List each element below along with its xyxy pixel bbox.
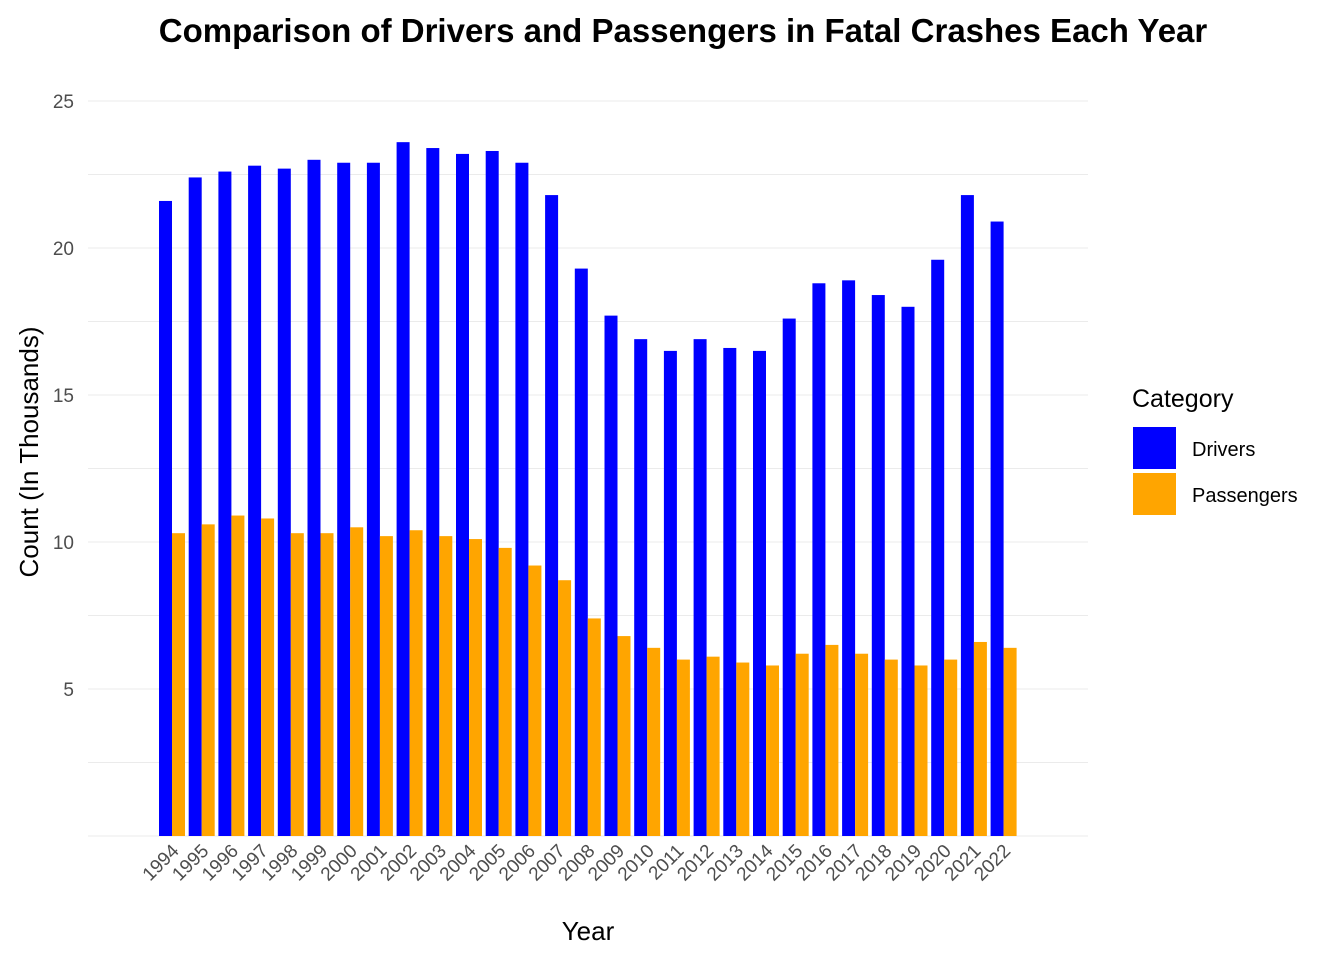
y-tick-label: 15 [53,386,74,407]
legend-key-drivers [1133,427,1176,469]
bar-drivers-2004 [456,153,469,837]
bar-drivers-1995 [188,177,202,836]
bar-drivers-2005 [485,150,499,837]
bar-passengers-2014 [766,665,779,836]
legend: Category Drivers Passengers [1132,385,1298,515]
bar-passengers-2019 [914,665,928,836]
bar-drivers-2006 [515,162,529,837]
bar-passengers-2021 [973,641,987,836]
bar-passengers-1994 [172,533,185,836]
bar-drivers-2000 [337,162,351,837]
legend-label-passengers: Passengers [1192,485,1298,507]
x-axis-ticks: 1994199519961997199819992000200120022003… [139,840,1015,885]
bar-drivers-2010 [634,339,648,836]
bar-drivers-2013 [723,347,737,836]
bar-passengers-2022 [1003,647,1017,836]
bar-drivers-2003 [426,148,440,837]
bar-passengers-2017 [855,653,869,836]
y-tick-label: 25 [53,92,74,113]
y-tick-label: 10 [53,533,74,554]
y-tick-label: 5 [63,680,74,701]
bar-passengers-2007 [558,580,572,836]
bar-drivers-2012 [693,339,707,836]
bar-passengers-2002 [409,530,423,836]
bar-drivers-2018 [871,295,885,836]
bar-drivers-2009 [604,315,618,836]
bar-passengers-1998 [290,533,304,836]
bar-passengers-2001 [379,536,393,836]
legend-key-passengers [1133,473,1176,515]
bar-drivers-1999 [307,159,321,837]
bar-passengers-2013 [736,662,750,836]
bar-drivers-2020 [931,259,945,836]
bar-drivers-1998 [277,168,291,836]
bar-passengers-2016 [825,644,839,836]
bar-drivers-2015 [782,318,796,836]
bar-passengers-2008 [587,618,601,836]
bar-passengers-2011 [676,659,690,836]
bars [159,142,1017,837]
bar-passengers-2010 [647,647,661,836]
bar-drivers-2002 [396,142,410,836]
bar-passengers-1999 [320,533,334,836]
bar-drivers-1997 [248,165,262,836]
bar-drivers-2017 [842,280,856,837]
bar-passengers-2004 [469,539,482,836]
bar-drivers-2001 [366,162,380,837]
bar-passengers-1995 [201,524,215,836]
bar-passengers-2020 [944,659,958,836]
bar-passengers-2005 [498,547,512,836]
bar-passengers-2018 [884,659,898,836]
bar-passengers-1996 [231,515,245,836]
bar-passengers-2000 [350,527,364,836]
bar-passengers-2006 [528,565,542,836]
legend-title: Category [1132,385,1234,413]
bar-drivers-2019 [901,306,915,836]
y-axis-ticks: 5 10 15 20 25 [53,92,74,701]
y-axis-title: Count (In Thousands) [14,327,44,578]
bar-drivers-2021 [960,195,974,836]
bar-drivers-1996 [218,171,232,836]
bar-passengers-2012 [706,656,720,836]
bar-passengers-2015 [795,653,809,836]
bar-passengers-2003 [439,536,453,836]
y-tick-label: 20 [53,239,74,260]
bar-drivers-2016 [812,283,826,836]
chart-title: Comparison of Drivers and Passengers in … [159,12,1208,49]
bar-drivers-2022 [990,221,1004,837]
bar-drivers-2014 [753,350,766,836]
x-axis-title: Year [562,916,615,946]
bar-drivers-2011 [663,350,677,836]
bar-passengers-1997 [261,518,275,836]
bar-drivers-2007 [545,195,559,836]
legend-label-drivers: Drivers [1192,439,1255,461]
bar-passengers-2009 [617,636,631,836]
bar-drivers-2008 [574,268,588,837]
bar-drivers-1994 [159,200,172,836]
